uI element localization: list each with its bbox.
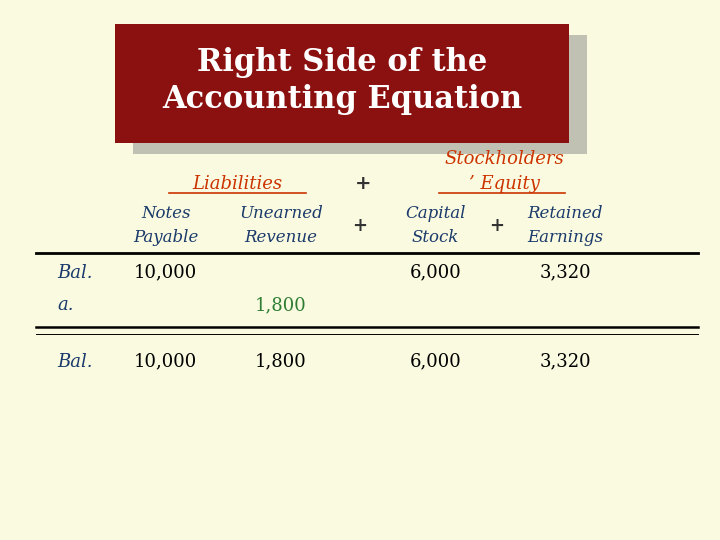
Text: +: + — [490, 217, 504, 235]
Text: 3,320: 3,320 — [539, 264, 591, 282]
Text: 1,800: 1,800 — [255, 353, 307, 371]
Text: Stock: Stock — [412, 229, 459, 246]
Text: +: + — [356, 174, 372, 193]
Text: Stockholders: Stockholders — [444, 150, 564, 168]
Text: 10,000: 10,000 — [134, 264, 197, 282]
FancyBboxPatch shape — [115, 24, 569, 143]
Text: Earnings: Earnings — [527, 229, 603, 246]
Text: Liabilities: Liabilities — [192, 174, 283, 193]
Text: Notes: Notes — [141, 205, 190, 222]
Text: Capital: Capital — [405, 205, 466, 222]
Text: Accounting Equation: Accounting Equation — [162, 84, 522, 116]
Text: ’ Equity: ’ Equity — [469, 174, 539, 193]
FancyBboxPatch shape — [133, 35, 587, 154]
Text: Unearned: Unearned — [239, 205, 323, 222]
Text: Payable: Payable — [133, 229, 198, 246]
Text: Retained: Retained — [528, 205, 603, 222]
Text: +: + — [353, 217, 367, 235]
Text: Bal.: Bal. — [58, 264, 93, 282]
Text: 3,320: 3,320 — [539, 353, 591, 371]
Text: Revenue: Revenue — [244, 229, 318, 246]
Text: 1,800: 1,800 — [255, 296, 307, 314]
Text: 6,000: 6,000 — [410, 353, 462, 371]
Text: Right Side of the: Right Side of the — [197, 46, 487, 78]
Text: a.: a. — [58, 296, 74, 314]
Text: 10,000: 10,000 — [134, 353, 197, 371]
Text: Bal.: Bal. — [58, 353, 93, 371]
Text: 6,000: 6,000 — [410, 264, 462, 282]
